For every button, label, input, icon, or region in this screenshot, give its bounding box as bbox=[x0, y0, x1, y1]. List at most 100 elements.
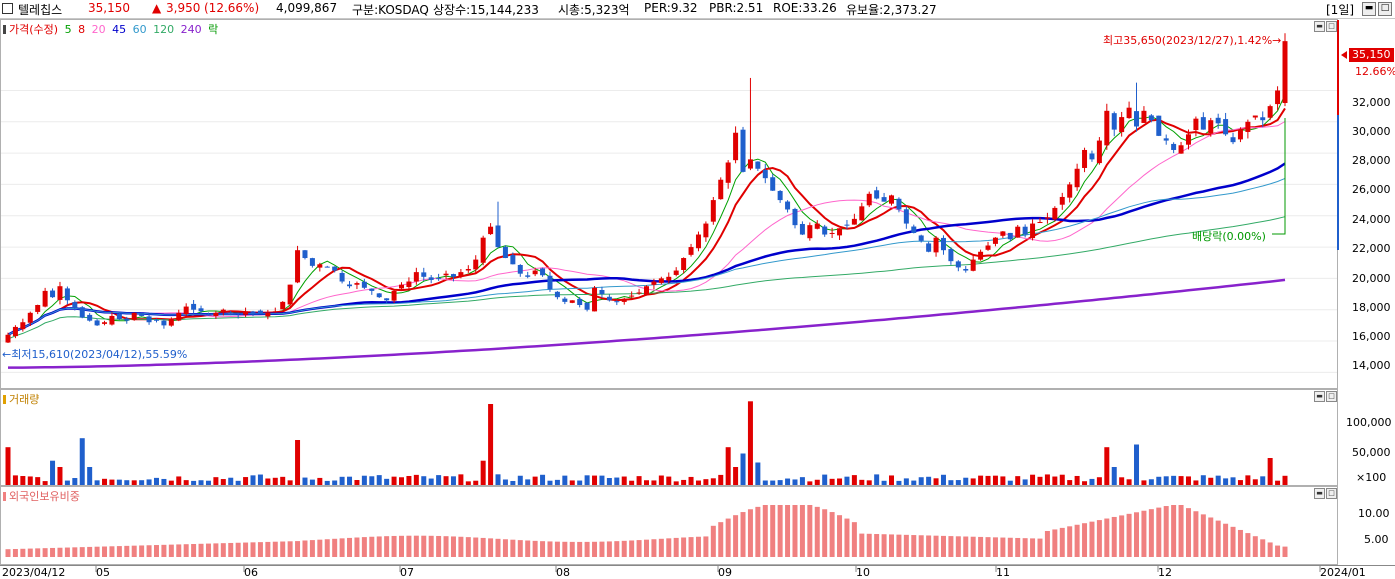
moving-average-line bbox=[8, 278, 1286, 369]
foreign-ratio-bar bbox=[703, 536, 709, 557]
volume-bar bbox=[1208, 477, 1214, 485]
foreign-pane-close-icon[interactable]: □ bbox=[1326, 488, 1337, 499]
candle-body bbox=[837, 228, 843, 236]
price-pane-minimize-icon[interactable]: ▬ bbox=[1314, 21, 1325, 32]
price-tick-label: 24,000 bbox=[1352, 213, 1391, 226]
volume-bar bbox=[139, 480, 145, 485]
candle-body bbox=[50, 290, 56, 298]
volume-bar bbox=[777, 480, 783, 485]
candle-body bbox=[718, 179, 724, 200]
foreign-ratio-bar bbox=[948, 536, 954, 557]
candle-body bbox=[1111, 113, 1117, 130]
volume-bar bbox=[688, 476, 694, 485]
candle-body bbox=[102, 322, 108, 324]
candle-body bbox=[540, 268, 546, 276]
volume-bar bbox=[636, 476, 642, 485]
candle-body bbox=[64, 288, 70, 301]
candle-body bbox=[428, 277, 434, 280]
foreign-ratio-bar bbox=[5, 549, 11, 557]
candle-body bbox=[1119, 117, 1125, 133]
volume-bar bbox=[762, 480, 768, 485]
volume-pane-close-icon[interactable]: □ bbox=[1326, 391, 1337, 402]
volume-bar bbox=[116, 479, 122, 485]
ma-legend-60[interactable]: 60 bbox=[132, 23, 147, 36]
price-legend-title[interactable]: 가격(수정) bbox=[9, 23, 59, 36]
foreign-ratio-bar bbox=[584, 541, 590, 557]
candle-body bbox=[606, 296, 612, 301]
ma-legend-20[interactable]: 20 bbox=[91, 23, 106, 36]
volume-pane-minimize-icon[interactable]: ▬ bbox=[1314, 391, 1325, 402]
foreign-ratio-bar bbox=[718, 522, 724, 557]
candle-body bbox=[762, 170, 768, 179]
ma-legend-45[interactable]: 45 bbox=[112, 23, 127, 36]
candle-body bbox=[725, 162, 731, 183]
volume-bar bbox=[851, 475, 857, 485]
volume-bar bbox=[87, 467, 93, 485]
candle-body bbox=[488, 226, 494, 235]
candle-body bbox=[1044, 217, 1050, 219]
candle-body bbox=[1230, 137, 1236, 143]
candle-body bbox=[733, 132, 739, 161]
volume-bar bbox=[1067, 480, 1073, 485]
candle-body bbox=[963, 268, 969, 271]
candle-body bbox=[1193, 118, 1199, 131]
volume-bar bbox=[978, 475, 984, 485]
foreign-ratio-bar bbox=[354, 537, 360, 557]
ma-legend-120[interactable]: 120 bbox=[153, 23, 175, 36]
volume-bar bbox=[584, 475, 590, 485]
maximize-icon[interactable]: □ bbox=[1378, 2, 1392, 16]
foreign-legend-title[interactable]: 외국인보유비중 bbox=[9, 490, 80, 503]
price-pane-close-icon[interactable]: □ bbox=[1326, 21, 1337, 32]
price-pane-legend: 가격(수정) 5 8 20 45 60 120 240 락 bbox=[3, 21, 221, 37]
foreign-ratio-bar bbox=[1215, 520, 1221, 557]
volume-bar bbox=[131, 480, 137, 485]
volume-bar bbox=[1171, 475, 1177, 485]
period-selector[interactable]: [1일] bbox=[1326, 3, 1355, 17]
candle-body bbox=[866, 193, 872, 206]
ma-legend-5[interactable]: 5 bbox=[64, 23, 72, 36]
candle-body bbox=[1252, 115, 1258, 118]
foreign-ratio-bar bbox=[770, 505, 776, 557]
candle-body bbox=[710, 200, 716, 222]
candle-body bbox=[220, 309, 226, 312]
candle-body bbox=[1141, 110, 1147, 123]
candle-body bbox=[822, 226, 828, 235]
pane-marker-icon bbox=[3, 492, 6, 501]
ma-legend-8[interactable]: 8 bbox=[78, 23, 86, 36]
volume-bar bbox=[153, 477, 159, 485]
ma-legend-240[interactable]: 240 bbox=[180, 23, 202, 36]
price-tick-label: 22,000 bbox=[1352, 242, 1391, 255]
minimize-icon[interactable]: ▬ bbox=[1362, 2, 1376, 16]
foreign-ratio-bar bbox=[502, 539, 508, 557]
candle-body bbox=[644, 286, 649, 296]
volume-bar bbox=[198, 480, 204, 485]
volume-bar bbox=[1230, 477, 1236, 485]
volume-bar bbox=[822, 474, 828, 485]
x-axis-label: 10 bbox=[856, 566, 870, 579]
foreign-ratio-bar bbox=[666, 538, 672, 557]
price-tick-label: 20,000 bbox=[1352, 272, 1391, 285]
volume-bar bbox=[1275, 480, 1281, 485]
foreign-ratio-bar bbox=[153, 545, 159, 557]
volume-bar bbox=[35, 477, 41, 485]
ma-legend-ex-div[interactable]: 락 bbox=[208, 23, 219, 36]
candle-body bbox=[265, 312, 271, 317]
foreign-ratio-bar bbox=[510, 539, 516, 557]
candle-body bbox=[859, 206, 865, 221]
volume-bar bbox=[406, 475, 412, 485]
foreign-ratio-bar bbox=[614, 541, 620, 557]
foreign-pane-minimize-icon[interactable]: ▬ bbox=[1314, 488, 1325, 499]
volume-tick-label: ×100 bbox=[1356, 471, 1386, 484]
candle-body bbox=[1000, 231, 1006, 236]
foreign-ratio-bar bbox=[1223, 523, 1229, 557]
foreign-ratio-bar bbox=[295, 541, 301, 557]
stock-name[interactable]: 텔레칩스 bbox=[18, 3, 63, 17]
foreign-ratio-bar bbox=[42, 548, 48, 557]
volume-bar bbox=[398, 477, 404, 485]
volume-legend-title[interactable]: 거래량 bbox=[9, 393, 40, 406]
candle-body bbox=[547, 275, 553, 290]
candle-body bbox=[361, 281, 367, 288]
stock-header: 텔레칩스 35,150 ▲ 3,950 (12.66%) 4,099,867 구… bbox=[0, 0, 1395, 19]
candle-body bbox=[1074, 168, 1080, 188]
